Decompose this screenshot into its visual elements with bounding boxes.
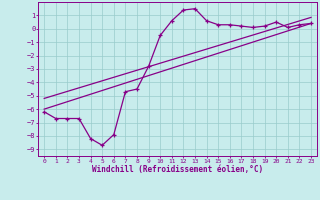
X-axis label: Windchill (Refroidissement éolien,°C): Windchill (Refroidissement éolien,°C) (92, 165, 263, 174)
